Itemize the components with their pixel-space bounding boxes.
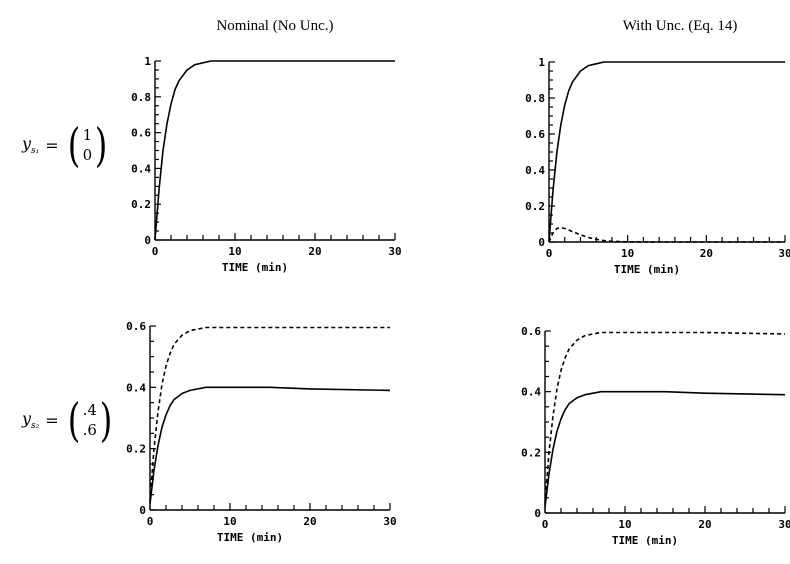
x-tick-label: 20	[303, 515, 316, 528]
row-symbol: ys₂	[22, 408, 40, 432]
equals-sign: =	[45, 135, 59, 155]
vector-entry: .4	[82, 401, 97, 419]
y-tick-label: 0.6	[521, 325, 541, 338]
x-tick-label: 20	[308, 245, 321, 258]
x-tick-label: 30	[778, 518, 790, 531]
x-tick-label: 10	[621, 247, 634, 260]
vector-ys2: ( .4 .6 )	[67, 393, 113, 447]
row-label-ys2: ys₂ = ( .4 .6 )	[22, 397, 115, 443]
x-tick-label: 30	[778, 247, 790, 260]
x-tick-label: 0	[542, 518, 549, 531]
series-line-dashed	[544, 331, 786, 504]
y-tick-label: 0.6	[126, 320, 146, 333]
x-axis-label: TIME (min)	[612, 534, 678, 547]
x-tick-label: 20	[700, 247, 713, 260]
series-line-solid	[544, 390, 786, 507]
x-tick-label: 30	[383, 515, 396, 528]
vector-entry: 1	[82, 126, 93, 144]
row-symbol: ys₁	[22, 133, 40, 157]
y-tick-label: 0.2	[126, 443, 146, 456]
x-tick-label: 0	[147, 515, 154, 528]
y-tick-label: 0.4	[521, 386, 541, 399]
x-tick-label: 0	[152, 245, 159, 258]
y-tick-label: 0.8	[131, 91, 151, 104]
series-line-dashed	[149, 326, 390, 501]
chart-panel-bottom-left: 0 10 20 30 0 0.2 0.4 0.6 TIME (min)	[126, 320, 397, 544]
row-label-ys1: ys₁ = ( 1 0 )	[22, 122, 110, 168]
y-tick-label: 0.4	[126, 381, 146, 394]
y-tick-label: 0.6	[525, 128, 545, 141]
y-tick-label: 0	[144, 234, 151, 247]
y-tick-label: 0	[139, 504, 146, 517]
chart-panel-bottom-right: 0 10 20 30 0 0.2 0.4 0.6 TIME (min)	[521, 325, 790, 547]
y-tick-label: 0.2	[131, 198, 151, 211]
y-tick-label: 0.2	[525, 200, 545, 213]
x-tick-label: 10	[223, 515, 236, 528]
column-title-nominal: Nominal (No Unc.)	[216, 18, 333, 34]
x-tick-label: 30	[388, 245, 401, 258]
y-tick-label: 0.8	[525, 92, 545, 105]
vector-ys1: ( 1 0 )	[67, 118, 108, 172]
y-tick-label: 0	[534, 507, 541, 520]
series-line-solid	[548, 61, 785, 243]
chart-panel-top-right: 0 10 20 30 0 0.2 0.4 0.6 0.8 1 TIME (min)	[525, 56, 790, 276]
x-tick-label: 0	[546, 247, 553, 260]
column-title-uncertainty: With Unc. (Eq. 14)	[623, 18, 738, 34]
series-line-dashed	[548, 226, 785, 243]
x-tick-label: 10	[228, 245, 241, 258]
y-tick-label: 0	[538, 236, 545, 249]
x-tick-label: 10	[618, 518, 631, 531]
chart-panel-top-left: 0 10 20 30 0 0.2 0.4 0.6 0.8 1 TIME (min)	[131, 55, 402, 274]
y-tick-label: 0.4	[131, 162, 151, 175]
y-tick-label: 0.4	[525, 164, 545, 177]
vector-entry: .6	[82, 421, 97, 439]
series-line-solid	[149, 386, 391, 504]
y-tick-label: 0.6	[131, 127, 151, 140]
x-axis-label: TIME (min)	[614, 263, 680, 276]
y-tick-label: 1	[538, 56, 545, 69]
y-tick-label: 1	[144, 55, 151, 68]
y-tick-label: 0.2	[521, 446, 541, 459]
x-tick-label: 20	[698, 518, 711, 531]
series-line-solid	[154, 60, 395, 241]
x-axis-label: TIME (min)	[222, 261, 288, 274]
equals-sign: =	[45, 410, 59, 430]
vector-entry: 0	[82, 146, 93, 164]
x-axis-label: TIME (min)	[217, 531, 283, 544]
